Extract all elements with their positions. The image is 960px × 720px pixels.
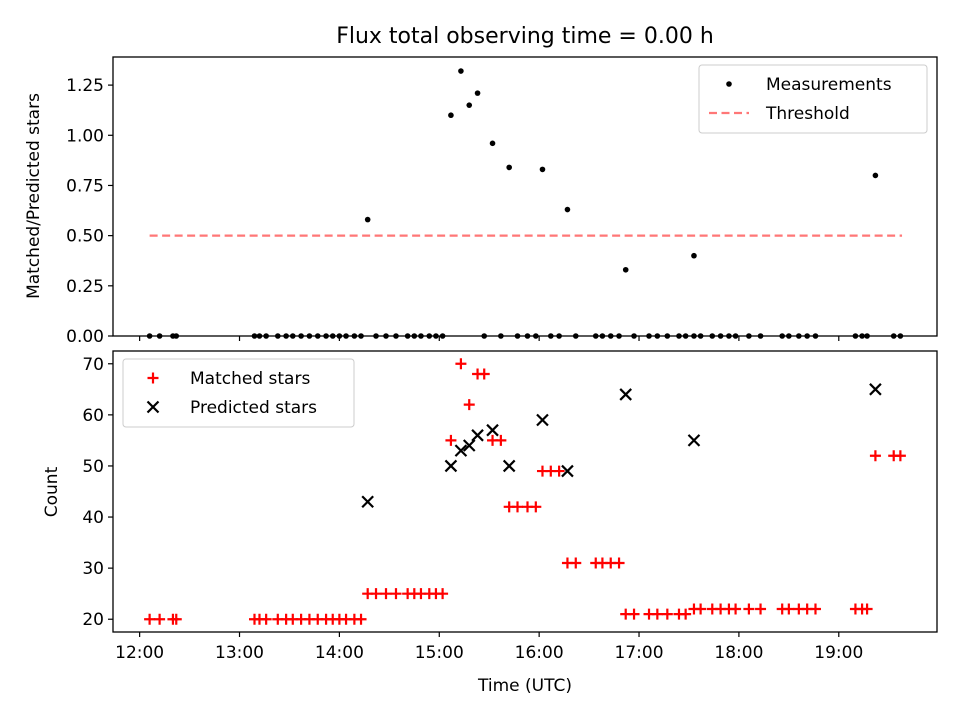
top-y-tick-label: 0.00	[66, 327, 104, 347]
bottom-y-tick-label: 40	[82, 508, 104, 528]
bottom-data-point	[445, 434, 457, 446]
top-legend-swatch	[726, 81, 732, 87]
bottom-data-point	[536, 413, 549, 427]
bottom-x-tick-label: 12:00	[115, 643, 164, 663]
bottom-data-point	[478, 368, 490, 380]
bottom-series-1	[361, 383, 882, 508]
top-y-tick-label: 0.25	[66, 277, 104, 297]
bottom-x-tick-label: 14:00	[315, 643, 364, 663]
bottom-data-point	[695, 603, 707, 615]
bottom-data-point	[463, 399, 475, 411]
bottom-legend-swatch	[147, 372, 159, 384]
top-data-point	[506, 164, 512, 171]
bottom-data-point	[730, 603, 742, 615]
top-axes-frame	[112, 56, 938, 337]
bottom-y-axis-label: Count	[42, 466, 62, 517]
top-data-point	[872, 172, 879, 179]
bottom-data-point	[651, 608, 663, 620]
top-y-tick-label: 1.25	[66, 76, 104, 96]
bottom-x-tick-label: 13:00	[215, 643, 264, 663]
top-data-point	[448, 112, 454, 119]
top-y-tick-label: 0.75	[66, 176, 104, 196]
top-chart-title: Flux total observing time = 0.00 h	[336, 24, 714, 49]
bottom-data-point	[783, 603, 795, 615]
bottom-data-point	[455, 358, 467, 370]
bottom-legend-label: Predicted stars	[190, 398, 317, 418]
bottom-legend: Matched stars Predicted stars	[122, 358, 355, 428]
bottom-data-point	[530, 501, 542, 513]
top-legend-box	[698, 64, 928, 134]
bottom-data-point	[370, 588, 382, 600]
top-data-point	[489, 140, 496, 147]
bottom-data-point	[570, 557, 582, 569]
bottom-data-point	[154, 613, 166, 625]
bottom-data-point	[553, 465, 565, 477]
bottom-data-point	[355, 613, 367, 625]
bottom-data-point	[144, 613, 156, 625]
bottom-y-tick-label: 60	[82, 406, 104, 426]
bottom-data-point	[361, 495, 374, 508]
bottom-data-point	[628, 608, 640, 620]
bottom-data-point	[869, 450, 881, 462]
bottom-x-tick-label: 16:00	[515, 643, 564, 663]
bottom-data-point	[680, 608, 692, 620]
bottom-legend-box	[122, 358, 355, 428]
bottom-data-point	[454, 444, 468, 457]
bottom-data-point	[687, 434, 701, 447]
bottom-data-point	[809, 603, 821, 615]
top-data-point	[539, 166, 546, 173]
bottom-data-point	[869, 383, 882, 396]
top-data-point	[458, 68, 464, 74]
bottom-plot-area: 20 30 40 50 60 70 12:00 13:00 14:00 15:00 16:00 17:…	[82, 350, 938, 663]
bottom-data-point	[462, 439, 476, 452]
bottom-data-point	[755, 603, 767, 615]
bottom-legend-label: Matched stars	[190, 369, 310, 389]
bottom-data-point	[743, 603, 755, 615]
bottom-data-point	[661, 608, 673, 620]
bottom-y-tick-label: 20	[82, 610, 104, 630]
bottom-y-tick-label: 50	[82, 457, 104, 477]
top-data-point	[364, 216, 371, 223]
top-legend: Measurements Threshold	[698, 64, 928, 134]
bottom-data-point	[444, 459, 458, 473]
top-data-point	[474, 90, 481, 96]
bottom-x-tick-label: 19:00	[814, 643, 863, 663]
bottom-data-point	[260, 613, 272, 625]
bottom-data-point	[619, 388, 632, 401]
bottom-data-point	[471, 429, 484, 442]
top-data-point	[564, 206, 571, 213]
top-y-axis-label: Matched/Predicted stars	[24, 93, 44, 299]
bottom-x-tick-label: 17:00	[615, 643, 664, 663]
top-y-tick-label: 1.00	[66, 126, 104, 146]
top-data-point	[691, 252, 697, 259]
bottom-data-point	[437, 588, 449, 600]
bottom-data-point	[495, 434, 507, 446]
bottom-data-point	[512, 501, 524, 513]
bottom-data-point	[861, 603, 873, 615]
bottom-data-point	[561, 464, 574, 478]
bottom-series-0	[144, 358, 906, 625]
bottom-data-point	[486, 423, 499, 437]
top-data-point	[622, 266, 629, 273]
top-plot-area: 0.00 0.25 0.50 0.75 1.00 1.25 Measurements Thre…	[66, 56, 938, 347]
bottom-axes-frame	[112, 350, 938, 633]
bottom-data-point	[894, 450, 906, 462]
bottom-y-tick-label: 70	[82, 355, 104, 375]
bottom-data-point	[390, 588, 402, 600]
bottom-x-axis-label: Time (UTC)	[477, 676, 572, 696]
bottom-data-point	[380, 588, 392, 600]
top-legend-label: Measurements	[766, 75, 892, 95]
top-data-point	[466, 102, 473, 108]
bottom-data-point	[613, 557, 625, 569]
top-legend-label: Threshold	[765, 104, 850, 124]
bottom-data-point	[502, 459, 516, 473]
top-y-tick-label: 0.50	[66, 227, 104, 247]
bottom-legend-swatch	[146, 400, 160, 414]
bottom-x-tick-label: 15:00	[415, 643, 464, 663]
bottom-y-tick-label: 30	[82, 559, 104, 579]
bottom-data-point	[170, 613, 182, 625]
bottom-x-tick-label: 18:00	[714, 643, 763, 663]
